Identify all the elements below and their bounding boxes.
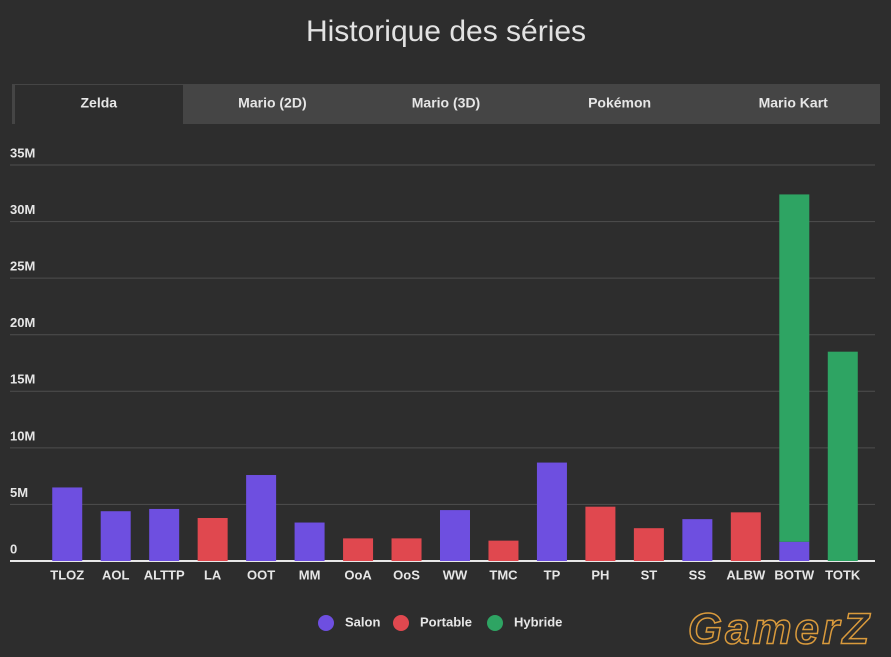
- tab-label[interactable]: Zelda: [81, 95, 118, 111]
- y-tick-label: 0: [10, 541, 17, 556]
- y-tick-label: 15M: [10, 372, 35, 387]
- legend-label[interactable]: Hybride: [514, 614, 562, 629]
- tab-label[interactable]: Mario Kart: [759, 95, 829, 111]
- legend-label[interactable]: Portable: [420, 614, 472, 629]
- bar: [52, 487, 83, 561]
- bar: [536, 462, 567, 561]
- y-tick-label: 35M: [10, 145, 35, 160]
- x-tick-label: OoS: [393, 567, 420, 582]
- x-tick-label: BOTW: [774, 567, 814, 582]
- tabs: Zelda Mario (2D) Mario (3D) Pokémon Mario Ka…: [81, 95, 829, 111]
- legend-label[interactable]: Salon: [345, 614, 380, 629]
- y-tick-label: 5M: [10, 485, 28, 500]
- x-tick-label: TOTK: [825, 567, 861, 582]
- x-tick-label: OOT: [247, 567, 275, 582]
- y-tick-label: 25M: [10, 259, 35, 274]
- bar: [343, 538, 374, 561]
- x-tick-label: LA: [204, 567, 222, 582]
- bar: [100, 511, 131, 561]
- tab-label[interactable]: Mario (3D): [412, 95, 480, 111]
- legend-swatch: [393, 615, 409, 631]
- chart-title: Historique des séries: [306, 15, 586, 48]
- bar: [440, 510, 470, 561]
- x-tick-label: SS: [689, 567, 707, 582]
- watermark: GamerZ: [688, 605, 872, 654]
- legend-swatch: [487, 615, 503, 631]
- x-tick-label: WW: [443, 567, 468, 582]
- x-tick-label: TMC: [489, 567, 518, 582]
- bar: [827, 351, 858, 561]
- bar: [149, 508, 180, 561]
- x-tick-label: ST: [641, 567, 658, 582]
- x-tick-label: ALBW: [726, 567, 766, 582]
- x-tick-label: AOL: [102, 567, 130, 582]
- plot: 0 5M 10M 15M 20M 25M 30M 35M TLOZ AOL ALTTP LA OOT MM…: [10, 145, 875, 631]
- x-tick-label: TLOZ: [50, 567, 84, 582]
- x-tick-label: MM: [299, 567, 321, 582]
- bar: [391, 538, 422, 561]
- bar: [488, 540, 519, 561]
- x-tick-label: TP: [544, 567, 561, 582]
- bar: [779, 541, 810, 561]
- bar: [779, 194, 810, 542]
- bar: [633, 528, 664, 561]
- x-tick-label: PH: [591, 567, 609, 582]
- bar: [730, 512, 761, 561]
- x-tick-label: ALTTP: [144, 567, 185, 582]
- x-tick-label: OoA: [344, 567, 372, 582]
- bar: [294, 522, 325, 561]
- bar: [682, 519, 713, 561]
- bar: [246, 475, 277, 561]
- y-tick-label: 10M: [10, 428, 35, 443]
- bar: [585, 506, 616, 561]
- y-tick-label: 20M: [10, 315, 35, 330]
- tab-label[interactable]: Mario (2D): [238, 95, 306, 111]
- y-tick-label: 30M: [10, 202, 35, 217]
- legend-swatch: [318, 615, 334, 631]
- active-tab: [15, 85, 183, 124]
- bar: [197, 518, 228, 561]
- tab-label[interactable]: Pokémon: [588, 95, 651, 111]
